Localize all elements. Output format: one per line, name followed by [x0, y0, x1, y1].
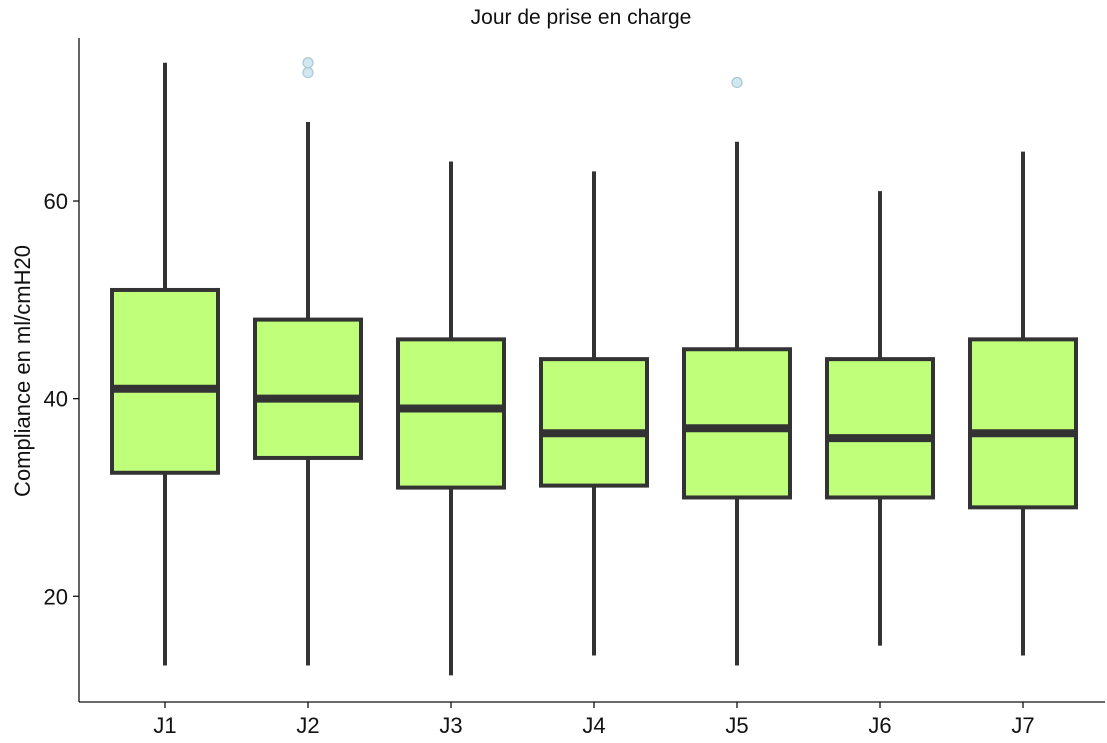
chart-title: Jour de prise en charge: [471, 6, 692, 29]
box-iqr: [539, 357, 649, 488]
x-tick-label: J3: [439, 713, 462, 738]
x-tick-label: J1: [153, 713, 176, 738]
box-iqr: [253, 317, 363, 460]
outlier-point: [731, 76, 743, 89]
x-tick-label: J5: [725, 713, 748, 738]
x-tick-label: J4: [582, 713, 605, 738]
x-tick-label: J6: [868, 713, 891, 738]
box-group-j4: [539, 171, 649, 656]
box-iqr: [968, 337, 1078, 510]
box-group-j1: [110, 62, 220, 666]
box-iqr: [682, 347, 792, 500]
box-iqr: [396, 337, 506, 490]
box-group-j7: [968, 151, 1078, 656]
box-group-j2: [253, 57, 363, 666]
y-tick-label: 60: [44, 189, 68, 214]
y-tick-label: 40: [44, 387, 68, 412]
box-group-j3: [396, 161, 506, 676]
y-tick-label: 20: [44, 584, 68, 609]
outlier-point: [302, 57, 314, 69]
box-iqr: [110, 287, 220, 475]
box-iqr: [825, 357, 935, 500]
x-tick-label: J7: [1011, 713, 1034, 738]
box-group-j5: [682, 76, 792, 666]
outlier-point: [302, 66, 314, 79]
x-tick-label: J2: [296, 713, 319, 738]
plot-area: [110, 57, 1078, 676]
axes: 20 40 60 J1 J2 J3 J4 J5 J6 J7: [44, 38, 1105, 738]
y-axis-label: Compliance en ml/cmH20: [10, 245, 35, 497]
box-group-j6: [825, 191, 935, 646]
